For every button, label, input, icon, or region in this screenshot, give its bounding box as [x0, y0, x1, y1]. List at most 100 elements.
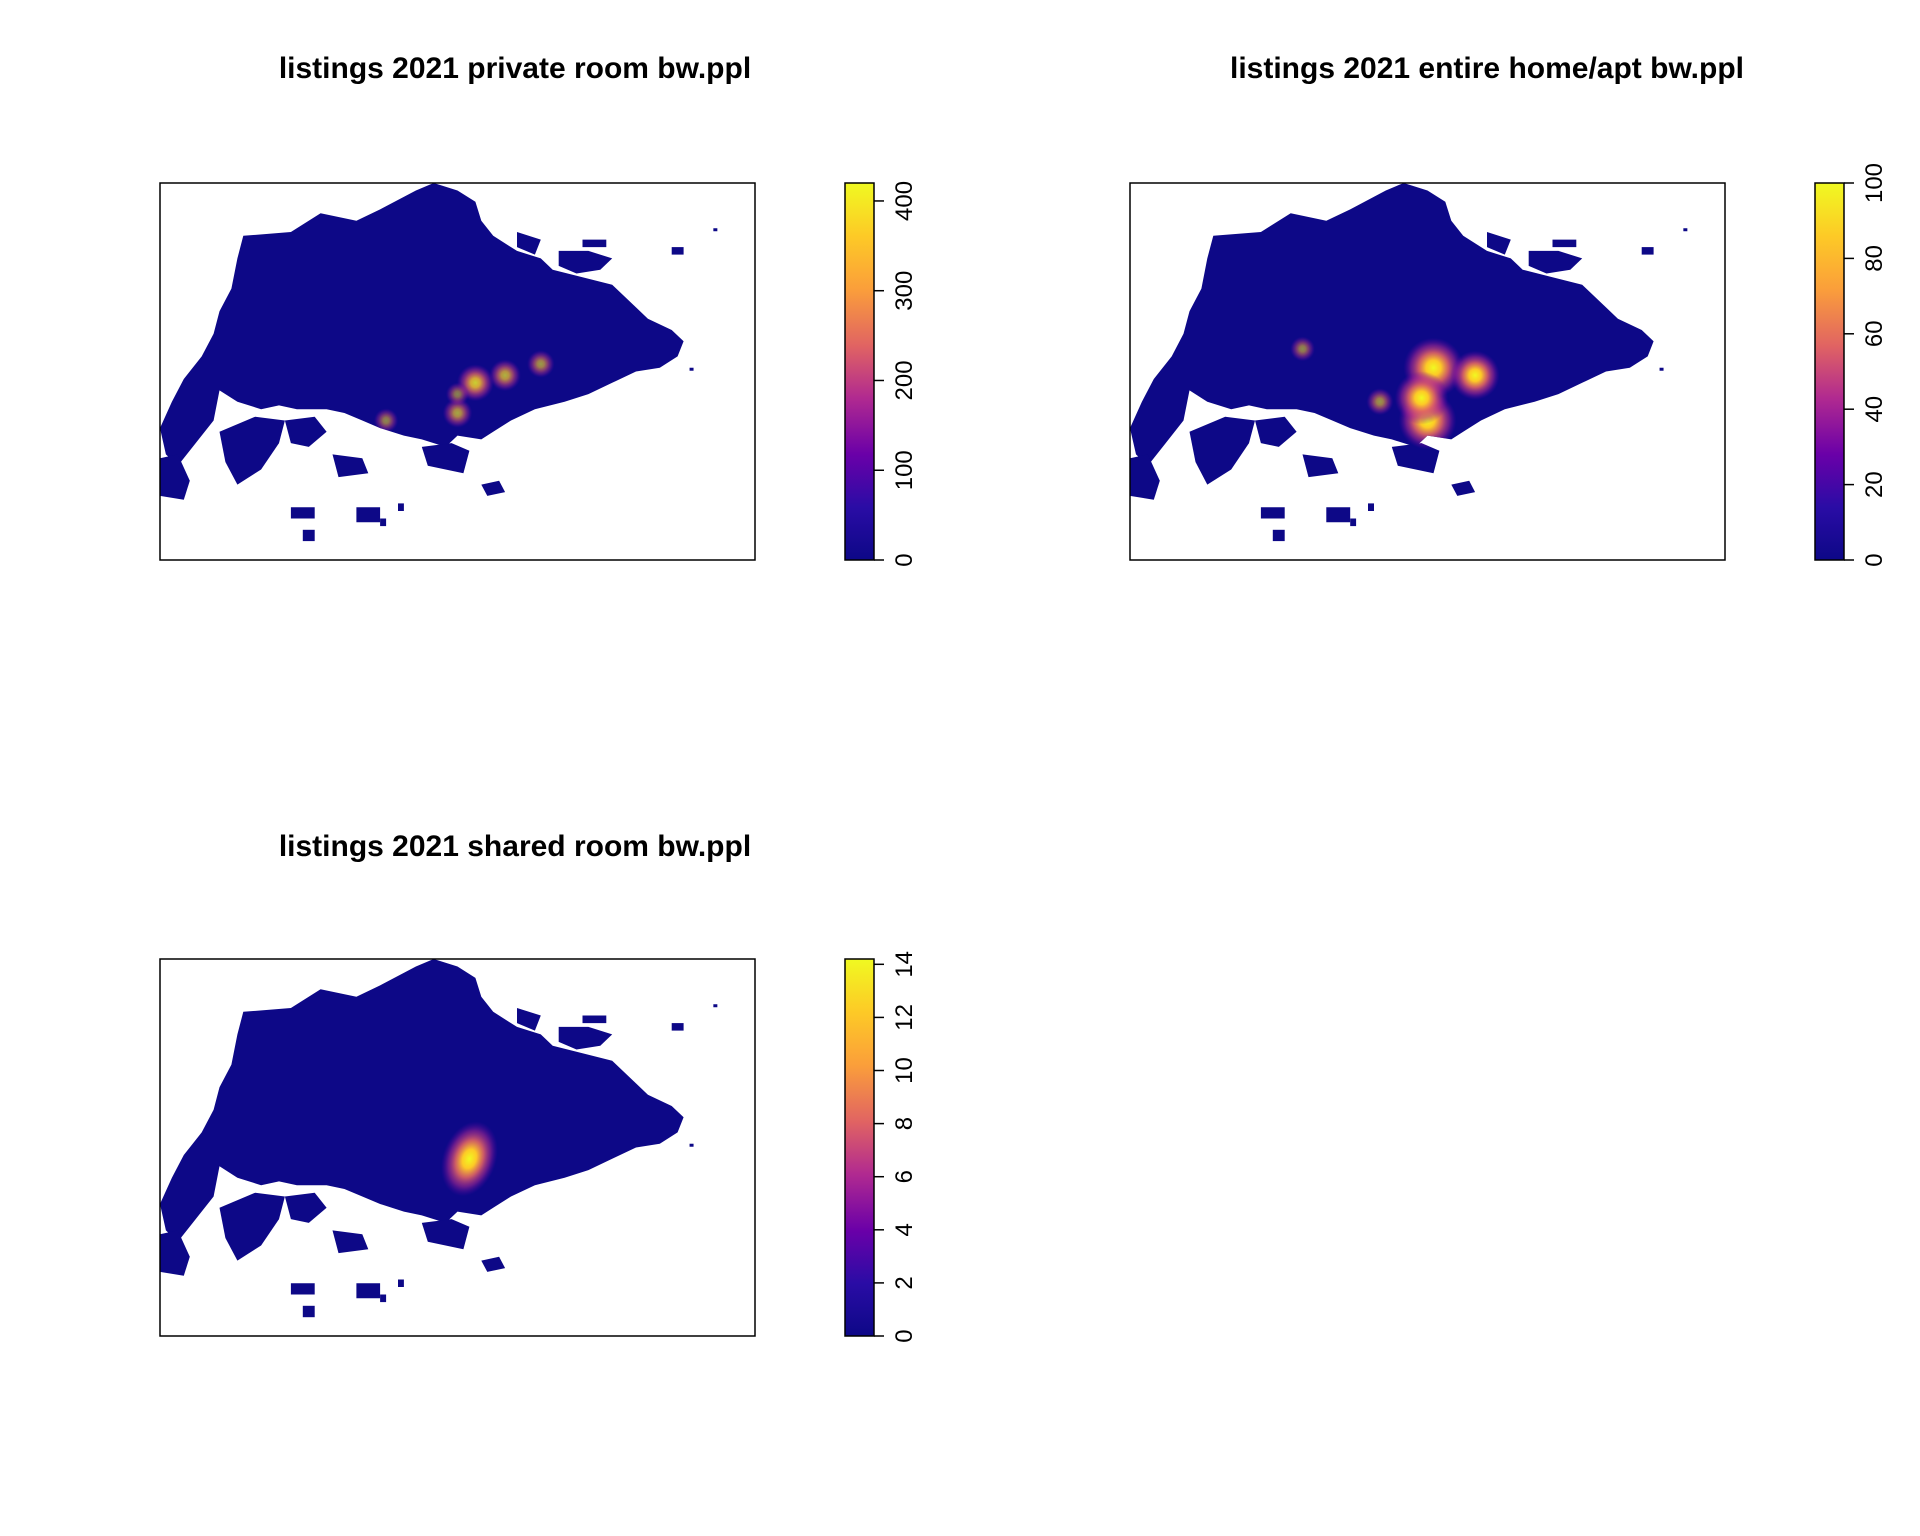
island-shape [481, 1256, 506, 1272]
colorbar-tick-label: 6 [891, 1170, 918, 1183]
colorbar-tick-label: 40 [1861, 396, 1888, 423]
island-shape [380, 518, 387, 527]
panel-title: listings 2021 shared room bw.ppl [279, 830, 751, 863]
colorbar-tick-label: 0 [1861, 553, 1888, 566]
island-shape [558, 250, 613, 274]
colorbar: 0 2 4 6 8 10 12 14 [844, 951, 918, 1343]
islet-mark [689, 367, 694, 371]
colorbar-tick-label: 2 [891, 1276, 918, 1289]
colorbar-gradient [844, 958, 875, 1337]
islet-mark [689, 1143, 694, 1147]
island-shape [1326, 507, 1351, 523]
island-shape [284, 416, 327, 447]
colorbar: 0 100 200 300 400 [844, 181, 918, 567]
island-shape [1189, 416, 1255, 485]
map-land [160, 183, 718, 542]
island-shape [517, 232, 541, 255]
island-shape [1451, 480, 1476, 496]
plot-frame [1129, 182, 1726, 561]
map-land [160, 959, 718, 1318]
island-shape [332, 454, 369, 478]
density-hotspot [1450, 350, 1500, 400]
island-shape [671, 1023, 684, 1031]
density-hotspot [1394, 371, 1449, 425]
island-shape [1260, 507, 1285, 519]
panel-3: listings 2021 shared room bw.ppl 0 2 4 6 8 10 1… [159, 830, 918, 1343]
island-shape [421, 443, 470, 474]
island-shape [356, 507, 381, 523]
colorbar-tick-label: 100 [1861, 163, 1888, 203]
hotspots [441, 1121, 498, 1197]
island-shape [160, 454, 190, 500]
island-shape [1255, 416, 1297, 447]
density-hotspot [445, 382, 470, 406]
colorbar-tick-label: 60 [1861, 320, 1888, 347]
colorbar-tick-label: 100 [891, 450, 918, 490]
colorbar-tick-label: 12 [891, 1004, 918, 1031]
colorbar-tick-label: 10 [891, 1057, 918, 1084]
island-shape [284, 1192, 327, 1223]
colorbar-tick-label: 14 [891, 951, 918, 978]
island-shape [1641, 247, 1654, 255]
density-hotspot [489, 359, 521, 392]
panel-2: listings 2021 entire home/apt bw.ppl 0 20 4… [1129, 52, 1888, 567]
colorbar-tick-label: 0 [891, 1329, 918, 1342]
island-shape [332, 1230, 369, 1254]
mainland-shape [160, 959, 684, 1242]
island-shape [481, 480, 506, 496]
colorbar-tick-label: 300 [891, 271, 918, 311]
island-shape [1350, 518, 1357, 527]
island-shape [219, 1192, 285, 1261]
colorbar-tick-label: 400 [891, 181, 918, 221]
island-shape [290, 507, 315, 519]
colorbar-gradient [844, 182, 875, 561]
island-shape [302, 529, 315, 542]
panel-title: listings 2021 entire home/apt bw.ppl [1230, 52, 1744, 85]
islet-mark [1683, 228, 1688, 232]
density-hotspot [1366, 388, 1394, 416]
plot-frame [159, 182, 756, 561]
island-shape [290, 1283, 315, 1295]
colorbar-gradient [1814, 182, 1845, 561]
plot-frame [159, 958, 756, 1337]
hotspots [1290, 336, 1500, 450]
island-shape [1487, 232, 1511, 255]
island-shape [1528, 250, 1583, 274]
hotspots [373, 350, 555, 433]
density-hotspot [527, 350, 555, 378]
island-shape [1272, 529, 1285, 542]
colorbar-tick-label: 4 [891, 1223, 918, 1236]
colorbar-tick-label: 20 [1861, 471, 1888, 498]
island-shape [356, 1283, 381, 1299]
island-shape [558, 1026, 613, 1050]
islet-mark [713, 1004, 718, 1008]
colorbar-tick-label: 200 [891, 360, 918, 400]
island-shape [219, 416, 285, 485]
colorbar-tick-label: 0 [891, 553, 918, 566]
island-shape [160, 1230, 190, 1276]
island-shape [302, 1305, 315, 1318]
panel-title: listings 2021 private room bw.ppl [279, 52, 751, 85]
island-shape [398, 503, 404, 511]
islet-mark [1659, 367, 1664, 371]
island-shape [1302, 454, 1339, 478]
island-shape [1552, 239, 1577, 248]
mainland-shape [160, 183, 684, 466]
colorbar-tick-label: 8 [891, 1117, 918, 1130]
island-shape [582, 1015, 607, 1024]
island-shape [421, 1219, 470, 1250]
colorbar: 0 20 40 60 80 100 [1814, 163, 1888, 567]
island-shape [1368, 503, 1374, 511]
island-shape [398, 1279, 404, 1287]
island-shape [671, 247, 684, 255]
island-shape [380, 1294, 387, 1303]
density-hotspot [373, 408, 399, 433]
panel-1: listings 2021 private room bw.ppl 0 100 200… [159, 52, 918, 567]
mainland-shape [1130, 183, 1654, 466]
island-shape [1391, 443, 1440, 474]
island-shape [1130, 454, 1160, 500]
map-land [1130, 183, 1688, 542]
density-hotspot [442, 398, 473, 428]
density-hotspot [1290, 336, 1315, 362]
